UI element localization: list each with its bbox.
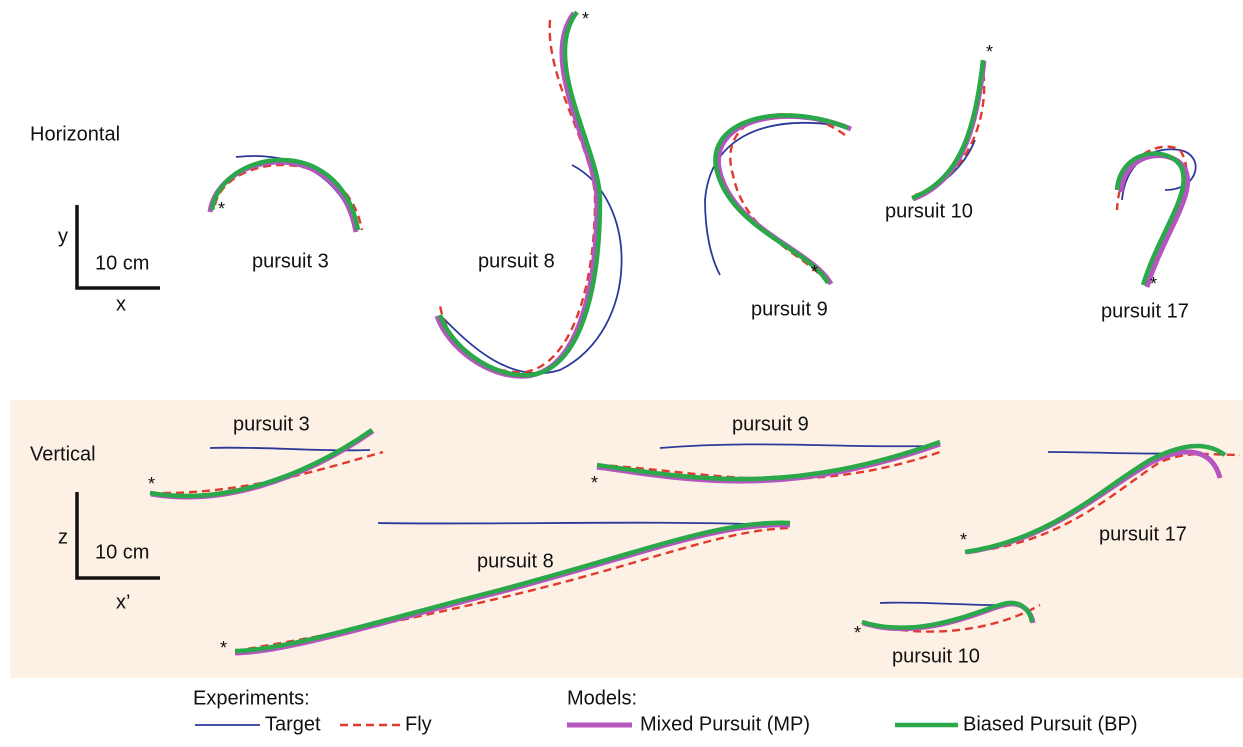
scale-axis-h: x’	[116, 591, 130, 613]
vertical-panel: Vertical z 10 cm x’ * pursuit 3 * pursui…	[30, 413, 1241, 667]
legend-title: Experiments:	[193, 687, 310, 709]
panel-label: Vertical	[30, 443, 96, 465]
start-marker: *	[811, 262, 818, 282]
legend-item: Target	[265, 713, 321, 735]
legend-title: Models:	[567, 687, 637, 709]
scale-axis-v: z	[58, 526, 68, 548]
start-marker: *	[1150, 274, 1157, 294]
trajectory-label: pursuit 3	[233, 413, 310, 435]
trajectory: * pursuit 17	[1101, 145, 1197, 322]
trajectory: * pursuit 3	[148, 413, 384, 497]
trajectory: * pursuit 10	[885, 42, 993, 223]
scale-axis-h: x	[116, 293, 126, 315]
trajectory: * pursuit 9	[591, 413, 940, 493]
start-marker: *	[960, 530, 967, 550]
trajectory: * pursuit 3	[210, 155, 364, 272]
trajectory-label: pursuit 9	[751, 298, 828, 320]
legend: Experiments: Target Fly Models: Mixed Pu…	[193, 687, 1138, 735]
legend-item: Biased Pursuit (BP)	[963, 713, 1138, 735]
trajectory-label: pursuit 3	[252, 250, 329, 272]
start-marker: *	[218, 199, 225, 219]
trajectory-label: pursuit 10	[885, 200, 973, 222]
scale-axis-v: y	[58, 225, 68, 247]
start-marker: *	[148, 474, 155, 494]
trajectory: * pursuit 8	[220, 523, 790, 658]
trajectory-label: pursuit 8	[477, 550, 554, 572]
vertical-panel-bg	[10, 400, 1243, 678]
trajectory-label: pursuit 10	[892, 645, 980, 667]
start-marker: *	[582, 9, 589, 29]
scale-length: 10 cm	[95, 252, 149, 274]
scale-bar	[75, 492, 160, 580]
scale-length: 10 cm	[95, 541, 149, 563]
start-marker: *	[854, 623, 861, 643]
legend-item: Fly	[405, 713, 432, 735]
trajectory-label: pursuit 9	[732, 413, 809, 435]
start-marker: *	[220, 638, 227, 658]
trajectory-label: pursuit 8	[478, 250, 555, 272]
trajectory: * pursuit 8	[437, 9, 623, 376]
legend-item: Mixed Pursuit (MP)	[640, 713, 810, 735]
trajectory-label: pursuit 17	[1101, 300, 1189, 322]
start-marker: *	[986, 42, 993, 62]
trajectory: * pursuit 17	[960, 446, 1241, 555]
trajectory: * pursuit 9	[704, 113, 851, 320]
trajectory: * pursuit 10	[854, 603, 1041, 667]
trajectory-label: pursuit 17	[1099, 523, 1187, 545]
start-marker: *	[591, 473, 598, 493]
scale-bar	[75, 205, 160, 290]
panel-label: Horizontal	[30, 123, 120, 145]
horizontal-panel: Horizontal y 10 cm x * pursuit 3 * pursu…	[30, 9, 1197, 376]
